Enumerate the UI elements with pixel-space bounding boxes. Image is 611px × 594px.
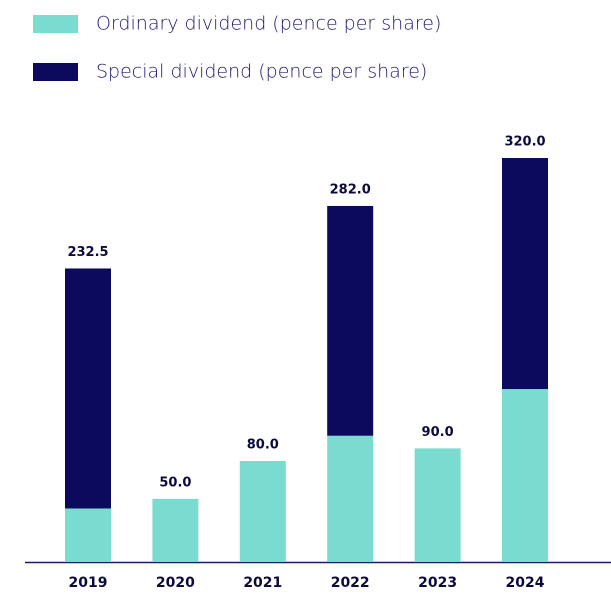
x-tick-label: 2019 bbox=[69, 575, 108, 591]
bar-segment bbox=[502, 158, 548, 390]
x-tick-label: 2023 bbox=[418, 575, 457, 591]
total-label: 232.5 bbox=[67, 245, 108, 260]
x-tick-label: 2024 bbox=[506, 575, 545, 591]
bar-segment bbox=[327, 435, 374, 562]
total-label: 80.0 bbox=[247, 438, 279, 453]
x-tick-label: 2022 bbox=[331, 575, 370, 591]
bar-segment bbox=[414, 448, 461, 562]
total-label: 90.0 bbox=[422, 425, 454, 440]
bar-segment bbox=[65, 508, 111, 562]
total-label: 282.0 bbox=[330, 182, 371, 197]
legend-swatch bbox=[33, 15, 78, 33]
bar-segment bbox=[239, 461, 286, 562]
bar-segment bbox=[502, 389, 548, 562]
legend-swatch bbox=[33, 63, 78, 81]
legend-label: Special dividend (pence per share) bbox=[96, 61, 427, 83]
total-label: 50.0 bbox=[159, 475, 191, 490]
x-tick-label: 2020 bbox=[156, 575, 195, 591]
x-tick-label: 2021 bbox=[243, 575, 282, 591]
total-label: 320.0 bbox=[504, 135, 545, 150]
bar-segment bbox=[152, 498, 199, 562]
legend-label: Ordinary dividend (pence per share) bbox=[96, 13, 441, 35]
bar-segment bbox=[65, 268, 111, 509]
bar-segment bbox=[327, 205, 374, 436]
